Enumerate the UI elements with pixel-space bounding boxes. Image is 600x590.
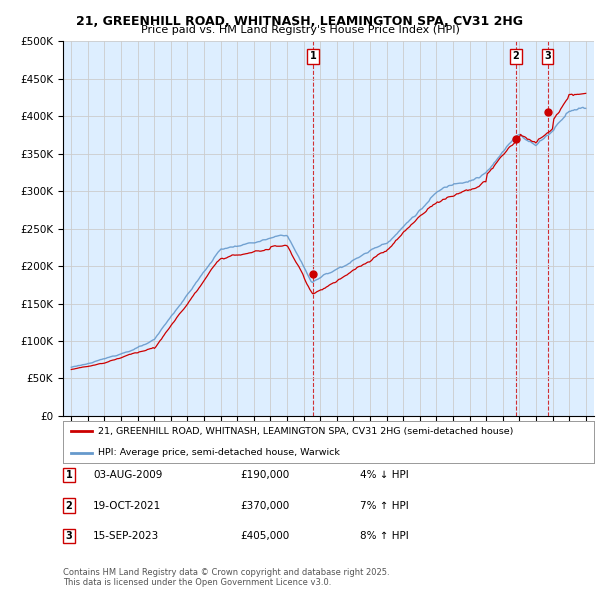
Text: 2: 2 [512,51,519,61]
Text: 1: 1 [310,51,317,61]
Text: 21, GREENHILL ROAD, WHITNASH, LEAMINGTON SPA, CV31 2HG (semi-detached house): 21, GREENHILL ROAD, WHITNASH, LEAMINGTON… [98,427,513,436]
Text: HPI: Average price, semi-detached house, Warwick: HPI: Average price, semi-detached house,… [98,448,340,457]
Text: Contains HM Land Registry data © Crown copyright and database right 2025.
This d: Contains HM Land Registry data © Crown c… [63,568,389,587]
Text: 3: 3 [544,51,551,61]
Text: 4% ↓ HPI: 4% ↓ HPI [360,470,409,480]
Text: 2: 2 [65,501,73,510]
Text: 7% ↑ HPI: 7% ↑ HPI [360,501,409,510]
Text: £370,000: £370,000 [240,501,289,510]
Text: 8% ↑ HPI: 8% ↑ HPI [360,532,409,541]
Text: Price paid vs. HM Land Registry's House Price Index (HPI): Price paid vs. HM Land Registry's House … [140,25,460,35]
Text: 19-OCT-2021: 19-OCT-2021 [93,501,161,510]
Text: 03-AUG-2009: 03-AUG-2009 [93,470,163,480]
Text: 3: 3 [65,532,73,541]
Text: 21, GREENHILL ROAD, WHITNASH, LEAMINGTON SPA, CV31 2HG: 21, GREENHILL ROAD, WHITNASH, LEAMINGTON… [77,15,523,28]
Text: £405,000: £405,000 [240,532,289,541]
Text: 1: 1 [65,470,73,480]
Text: £190,000: £190,000 [240,470,289,480]
Text: 15-SEP-2023: 15-SEP-2023 [93,532,159,541]
